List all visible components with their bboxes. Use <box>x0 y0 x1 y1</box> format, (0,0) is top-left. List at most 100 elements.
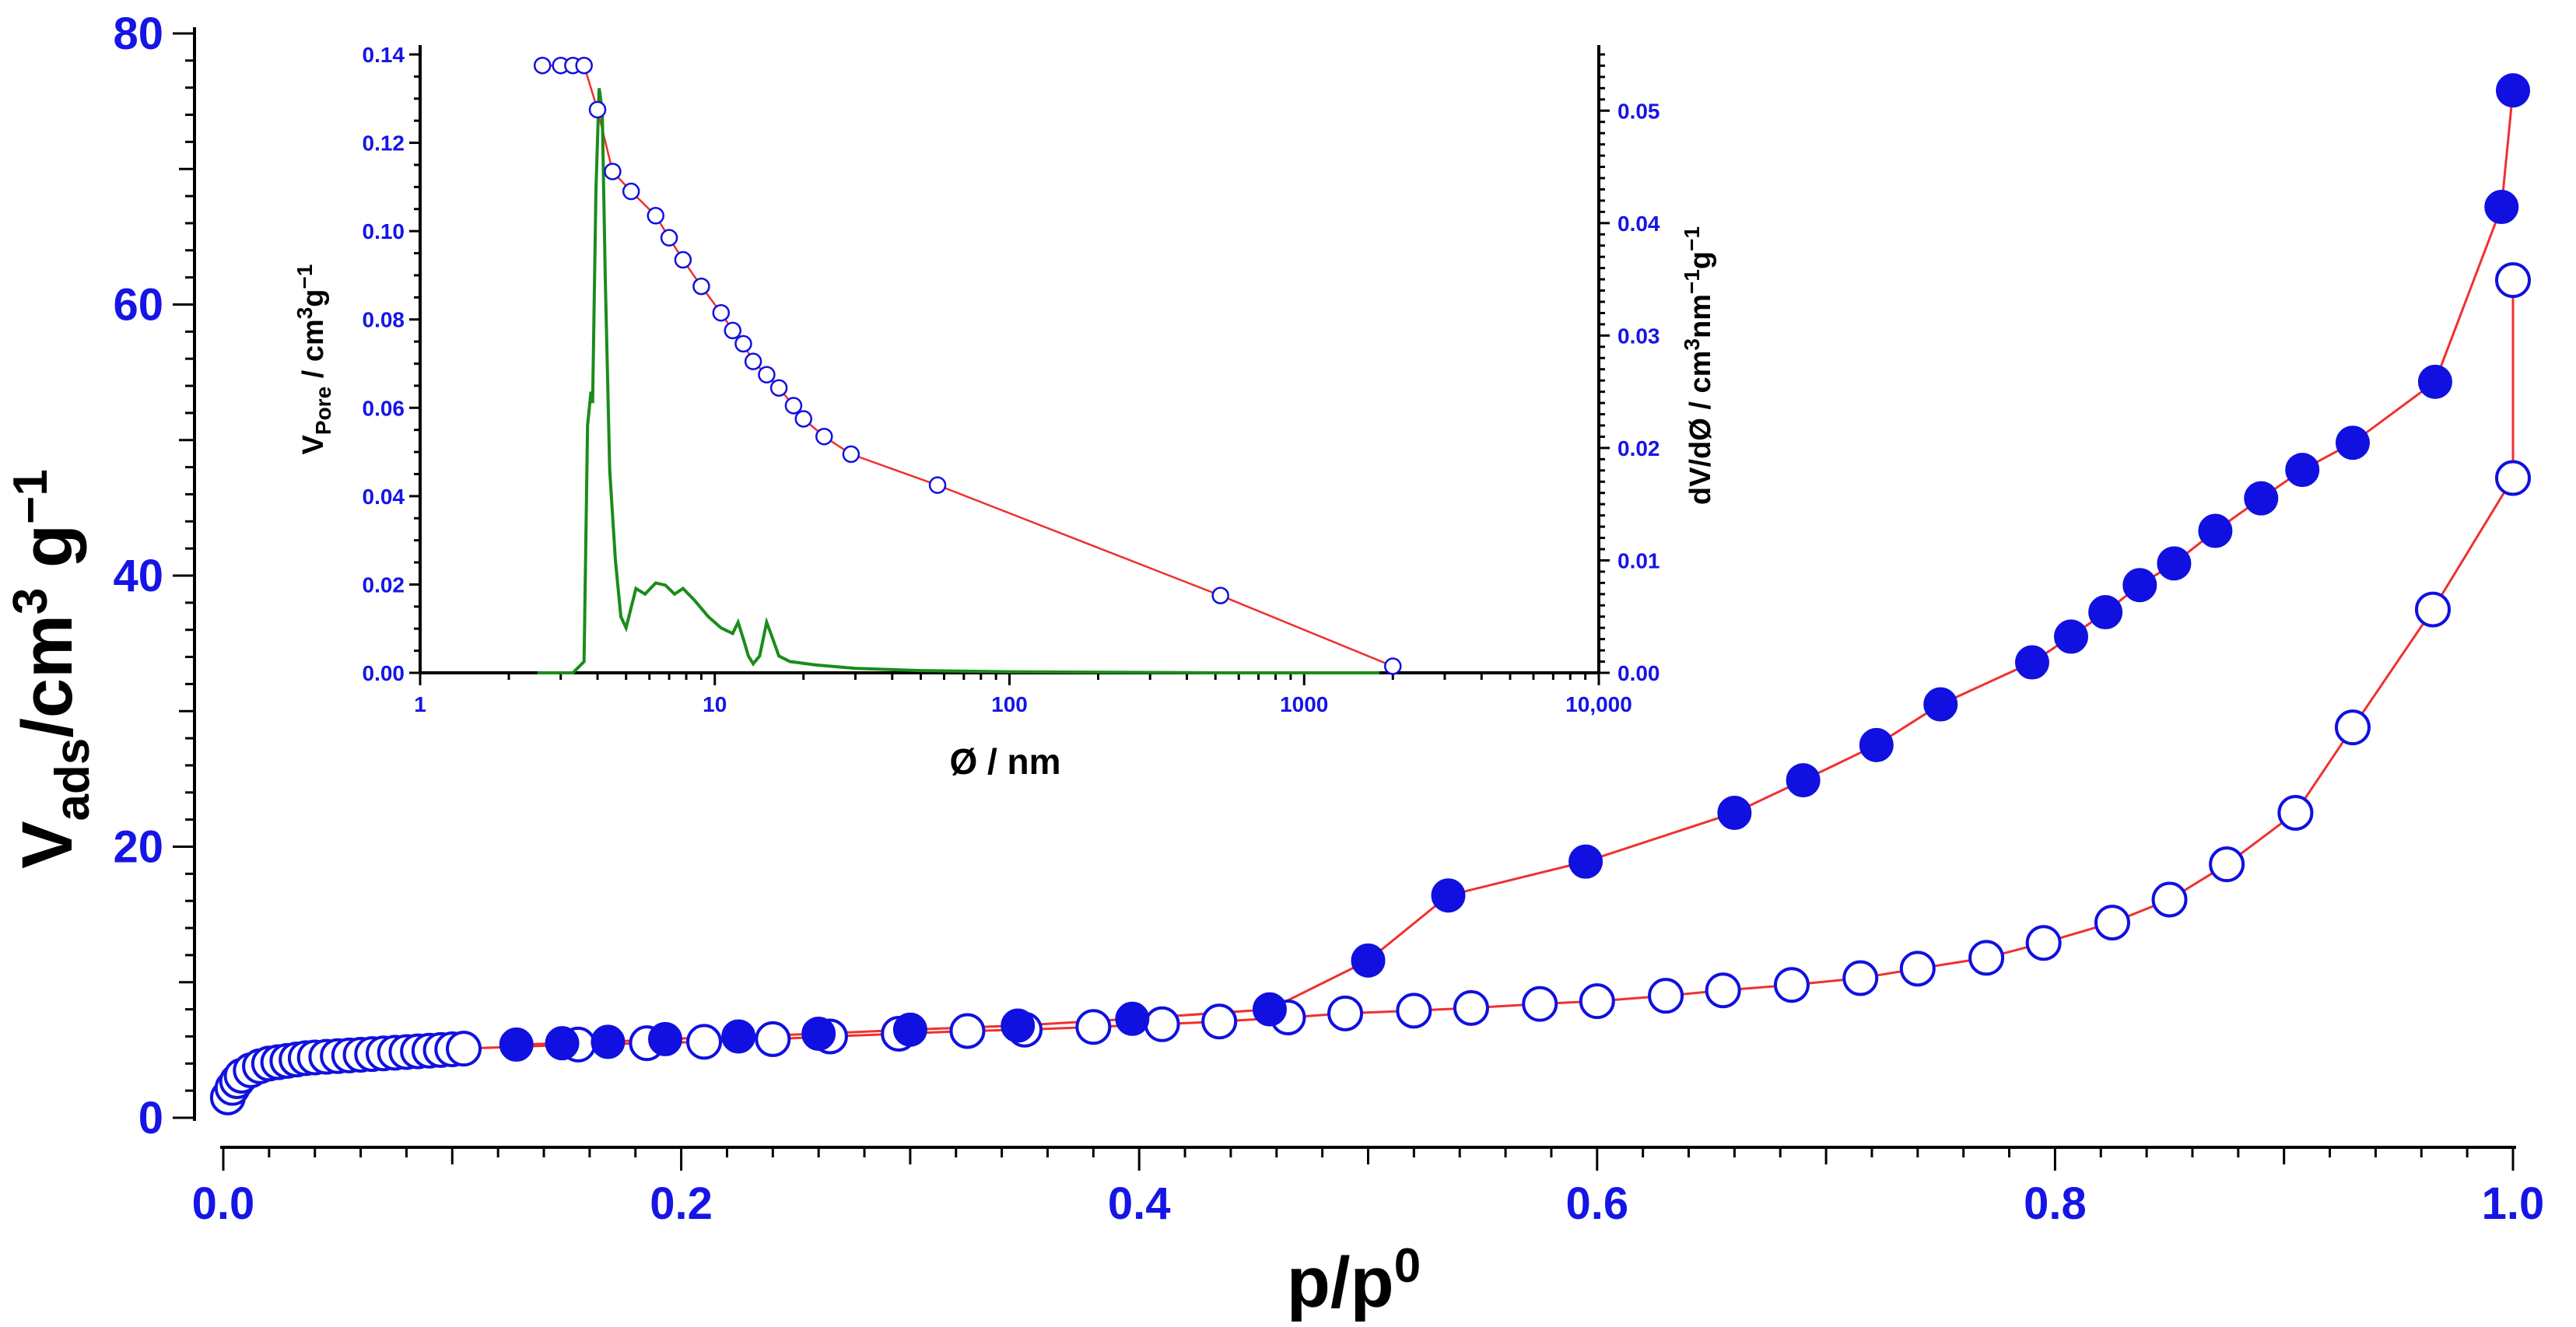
main-adsorption-point <box>1648 978 1684 1014</box>
main-desorption-point <box>1568 844 1603 879</box>
inset-series-lines <box>537 64 1393 674</box>
inset-x-tick-label: 10 <box>703 692 727 716</box>
main-adsorption-point <box>1773 967 1810 1003</box>
inset-right-axis-title: dV/dØ / cm3nm−1g−1 <box>1680 226 1717 505</box>
inset-right-tick-label: 0.00 <box>1617 661 1660 685</box>
main-adsorption-point <box>2495 460 2531 496</box>
inset-x-axis-title: Ø / nm <box>949 741 1060 782</box>
main-desorption-point <box>2285 453 2320 488</box>
main-adsorption-point <box>2414 591 2451 628</box>
inset-left-tick-label: 0.10 <box>363 219 405 243</box>
inset-pore-volume-point <box>533 56 552 75</box>
main-desorption-point <box>2157 546 2192 581</box>
inset-pore-volume-point <box>758 366 776 383</box>
main-desorption-point <box>1859 727 1894 762</box>
inset-pore-volume-point <box>692 277 710 296</box>
inset-pore-volume-point <box>712 303 731 322</box>
main-adsorption-point <box>1842 960 1879 996</box>
inset-series-points <box>533 56 1402 675</box>
main-desorption-point <box>801 1016 836 1051</box>
main-desorption-point <box>892 1012 927 1047</box>
main-adsorption-point <box>446 1031 482 1067</box>
main-adsorption-point <box>1899 951 1936 987</box>
inset-pore-volume-point <box>660 229 678 247</box>
inset-right-tick-label: 0.01 <box>1617 548 1660 572</box>
main-x-axis-title: p/p0 <box>1287 1239 1421 1322</box>
inset-pore-size-distribution-line <box>537 88 1379 674</box>
main-y-tick-label: 80 <box>113 9 163 59</box>
main-x-tick-label: 0.6 <box>1565 1178 1628 1229</box>
main-desorption-line <box>516 90 2515 1046</box>
main-adsorption-point <box>1396 993 1432 1029</box>
inset-left-tick-label: 0.00 <box>363 661 405 685</box>
main-axes: 0 20 40 60 80 0.0 0.2 0.4 0.6 0.8 1.0 <box>113 9 2544 1229</box>
main-desorption-point <box>2054 619 2089 654</box>
main-y-tick-label: 40 <box>113 551 163 601</box>
inset-pore-volume-point <box>674 250 692 269</box>
main-adsorption-point <box>2277 794 2314 831</box>
main-adsorption-point <box>1201 1003 1238 1040</box>
inset-pore-volume-point <box>622 182 640 201</box>
main-desorption-point <box>1252 992 1287 1027</box>
main-desorption-point <box>499 1027 534 1062</box>
main-desorption-point <box>2484 190 2519 225</box>
inset-cumulative-pore-volume-line <box>542 64 1393 667</box>
inset-pore-volume-point <box>588 100 607 119</box>
inset-pore-volume-point <box>604 163 622 180</box>
main-desorption-point <box>2496 73 2530 108</box>
inset-left-tick-label: 0.12 <box>363 131 405 156</box>
main-adsorption-point <box>2094 905 2130 941</box>
main-adsorption-point <box>755 1021 791 1057</box>
main-x-tick-label: 1.0 <box>2482 1178 2545 1229</box>
inset-left-tick-label: 0.04 <box>363 485 405 509</box>
inset-pore-volume-point <box>575 56 593 75</box>
main-adsorption-point <box>1144 1006 1180 1042</box>
main-adsorption-point <box>1453 989 1489 1026</box>
main-adsorption-point <box>1327 995 1364 1031</box>
main-adsorption-point <box>2025 925 2062 961</box>
inset-pore-volume-point <box>744 352 762 370</box>
main-adsorption-point <box>1522 986 1558 1022</box>
main-desorption-point <box>2335 425 2370 460</box>
main-x-tick-label: 0.2 <box>650 1178 713 1229</box>
inset-x-tick-label: 1 <box>414 692 426 716</box>
inset-right-tick-label: 0.05 <box>1617 99 1660 123</box>
main-y-tick-label: 60 <box>113 280 163 331</box>
main-adsorption-point <box>2151 881 2188 918</box>
main-desorption-point <box>1786 763 1821 798</box>
main-adsorption-point <box>1075 1009 1112 1045</box>
main-desorption-point <box>647 1021 682 1056</box>
main-adsorption-point <box>2334 709 2371 746</box>
inset-left-tick-label: 0.08 <box>363 308 405 332</box>
main-desorption-point <box>2244 481 2279 516</box>
main-desorption-point <box>1923 687 1958 722</box>
inset-pore-volume-point <box>784 397 803 415</box>
main-x-tick-label: 0.0 <box>192 1178 255 1229</box>
main-series-points <box>209 73 2531 1115</box>
main-adsorption-point <box>949 1013 986 1049</box>
main-x-tick-label: 0.8 <box>2024 1178 2087 1229</box>
inset-axes: 0.00 0.02 0.04 0.06 0.08 0.10 0.12 0.14 0.00 0.01… <box>363 43 1660 716</box>
main-desorption-point <box>2198 513 2233 548</box>
inset-pore-volume-point <box>815 427 833 446</box>
main-adsorption-point <box>2495 262 2531 299</box>
inset-pore-volume-point <box>1211 586 1229 604</box>
inset-pore-volume-point <box>734 334 752 353</box>
main-desorption-point <box>2014 645 2049 680</box>
inset-x-tick-label: 100 <box>991 692 1028 716</box>
inset-pore-volume-point <box>928 476 947 494</box>
main-adsorption-point <box>1968 940 2005 976</box>
inset-x-tick-label: 10,000 <box>1565 692 1632 716</box>
inset-pore-volume-point <box>724 321 741 340</box>
main-adsorption-point <box>1579 983 1615 1020</box>
main-desorption-point <box>2122 568 2157 603</box>
inset-left-tick-label: 0.14 <box>363 43 405 67</box>
main-desorption-point <box>1001 1008 1036 1043</box>
main-desorption-point <box>1351 943 1386 978</box>
main-desorption-point <box>591 1024 626 1059</box>
main-adsorption-point <box>686 1024 723 1060</box>
inset-pore-volume-point <box>1384 657 1402 675</box>
main-y-axis-title: Vads/cm3 g−1 <box>4 469 100 869</box>
main-y-tick-label: 20 <box>113 822 163 873</box>
